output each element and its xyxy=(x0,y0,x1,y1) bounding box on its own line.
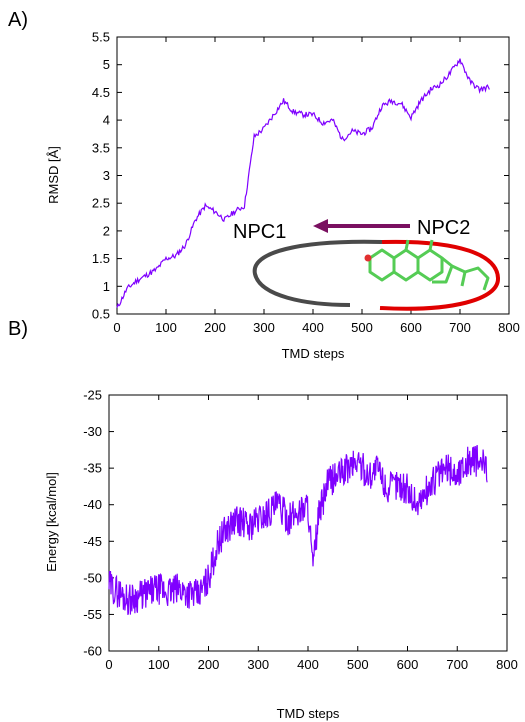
energy-y-tick-label: -50 xyxy=(83,570,102,585)
energy-y-tick-label: -35 xyxy=(83,461,102,476)
energy-x-tick-label: 500 xyxy=(347,657,369,672)
rmsd-x-tick-label: 800 xyxy=(498,320,520,335)
rmsd-y-tick-label: 5.5 xyxy=(92,30,110,45)
rmsd-y-tick-label: 3 xyxy=(103,168,110,183)
energy-x-tick-label: 0 xyxy=(105,657,112,672)
energy-y-tick-label: -40 xyxy=(83,497,102,512)
npc2-ring xyxy=(379,239,501,311)
energy-series-line xyxy=(108,445,488,616)
rmsd-y-tick-label: 0.5 xyxy=(92,307,110,322)
rmsd-x-axis-label: TMD steps xyxy=(282,346,345,361)
rmsd-y-tick-label: 1.5 xyxy=(92,251,110,266)
npc1-ring xyxy=(252,239,383,307)
energy-x-tick-label: 400 xyxy=(297,657,319,672)
rmsd-series-line xyxy=(116,58,490,308)
ligand-hydroxyl-atom xyxy=(364,254,372,262)
rmsd-y-axis-label: RMSD [Å] xyxy=(46,146,61,204)
energy-y-axis-label: Energy [kcal/mol] xyxy=(44,472,59,572)
rmsd-y-tick-label: 1 xyxy=(103,279,110,294)
energy-x-tick-label: 200 xyxy=(198,657,220,672)
npc1-label: NPC1 xyxy=(233,221,286,243)
energy-x-axis-label: TMD steps xyxy=(277,706,340,721)
rmsd-x-tick-label: 400 xyxy=(302,320,324,335)
npc2-label: NPC2 xyxy=(417,217,470,239)
panel-label-b: B) xyxy=(8,318,28,340)
rmsd-chart: 0 100 200 300 400 500 600 700 800 0.5 1 1.5 2 2.5 3 3.5… xyxy=(46,30,520,362)
rmsd-y-tick-label: 2 xyxy=(103,223,110,238)
cholesterol-ligand xyxy=(368,239,490,291)
rmsd-x-tick-label: 500 xyxy=(351,320,373,335)
energy-x-tick-label: 800 xyxy=(496,657,518,672)
rmsd-x-tick-label: 200 xyxy=(204,320,226,335)
energy-y-tick-label: -45 xyxy=(83,534,102,549)
rmsd-x-tick-label: 100 xyxy=(155,320,177,335)
energy-chart: 0 100 200 300 400 500 600 700 800 -60 -55 -50 -45 -40… xyxy=(44,388,518,722)
energy-x-tick-label: 600 xyxy=(397,657,419,672)
rmsd-x-tick-label: 700 xyxy=(449,320,471,335)
energy-x-tick-label: 700 xyxy=(446,657,468,672)
rmsd-y-tick-label: 4 xyxy=(103,113,110,128)
rmsd-x-tick-label: 0 xyxy=(113,320,120,335)
rmsd-y-tick-label: 2.5 xyxy=(92,196,110,211)
rmsd-x-tick-label: 600 xyxy=(400,320,422,335)
panel-label-a: A) xyxy=(8,9,28,31)
energy-y-tick-label: -30 xyxy=(83,424,102,439)
rmsd-x-tick-label: 300 xyxy=(253,320,275,335)
rmsd-y-tick-label: 4.5 xyxy=(92,85,110,100)
energy-y-tick-label: -25 xyxy=(83,388,102,403)
rmsd-y-tick-label: 5 xyxy=(103,57,110,72)
energy-x-tick-label: 100 xyxy=(148,657,170,672)
energy-x-tick-label: 300 xyxy=(247,657,269,672)
energy-y-tick-label: -55 xyxy=(83,607,102,622)
transition-inset: NPC1 NPC2 xyxy=(233,217,501,311)
transition-arrow-head xyxy=(313,219,328,233)
energy-y-tick-label: -60 xyxy=(83,644,102,659)
rmsd-y-tick-label: 3.5 xyxy=(92,140,110,155)
